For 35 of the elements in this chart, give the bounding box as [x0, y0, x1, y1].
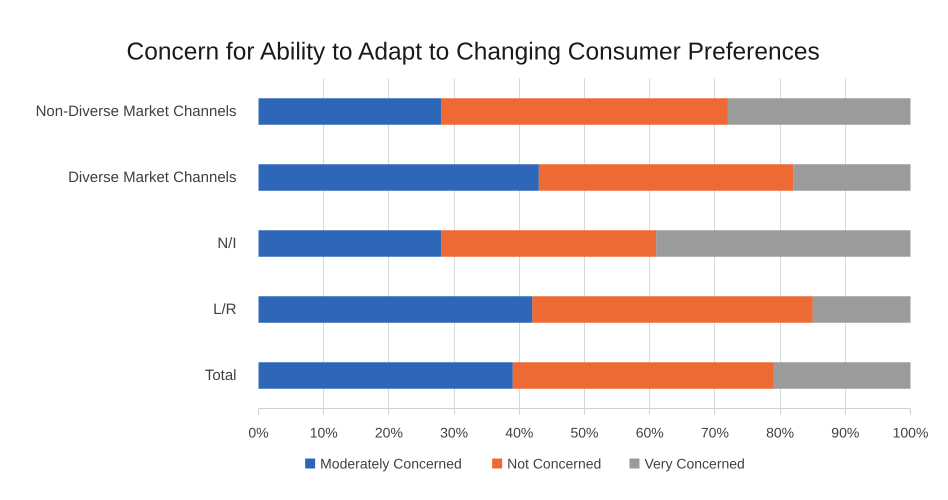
y-tick-label: Diverse Market Channels	[68, 169, 237, 186]
bar	[656, 230, 910, 257]
bar	[793, 164, 910, 191]
bar	[258, 230, 442, 257]
bar	[441, 98, 728, 125]
y-tick-label: L/R	[213, 301, 237, 318]
x-tick-label: 60%	[636, 424, 664, 440]
x-tick-label: 30%	[440, 424, 468, 440]
x-tick-label: 50%	[570, 424, 599, 440]
bar	[441, 230, 656, 257]
x-tick-label: 70%	[700, 424, 729, 440]
x-tick-label: 40%	[505, 424, 534, 440]
y-tick-label: N/I	[217, 235, 237, 252]
y-tick-label: Total	[204, 367, 237, 384]
chart-title: Concern for Ability to Adapt to Changing Consumer Preferences	[126, 38, 820, 66]
bar	[728, 98, 910, 125]
bar	[258, 164, 539, 191]
x-tick-label: 20%	[374, 424, 403, 440]
legend-label: Very Concerned	[644, 456, 745, 472]
bar	[258, 98, 442, 125]
bar	[812, 296, 910, 323]
x-tick-label: 80%	[766, 424, 794, 440]
x-tick-label: 90%	[831, 424, 860, 440]
bar	[774, 362, 910, 389]
x-tick-label: 100%	[892, 424, 928, 440]
bar	[538, 164, 794, 191]
x-tick-label: 0%	[248, 424, 269, 440]
bar	[258, 362, 513, 389]
legend-label: Not Concerned	[507, 456, 602, 472]
bar	[512, 362, 774, 389]
x-tick-label: 10%	[310, 424, 338, 440]
y-tick-label: Non-Diverse Market Channels	[36, 103, 237, 120]
legend-label: Moderately Concerned	[320, 456, 462, 472]
bar	[532, 296, 813, 323]
bar	[258, 296, 532, 323]
